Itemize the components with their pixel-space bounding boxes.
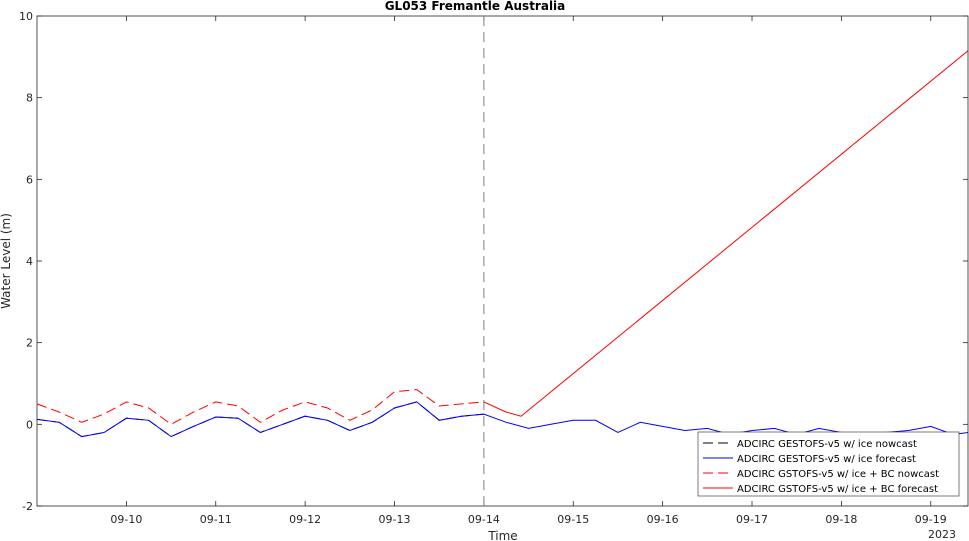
plot-area [36, 15, 969, 507]
year-label: 2023 [928, 528, 956, 541]
x-tick-label: 09-15 [557, 513, 589, 526]
y-tick-label: 6 [26, 173, 33, 186]
legend-box [697, 431, 960, 497]
y-axis-ticks: -2 0 2 4 6 8 10 [19, 10, 968, 513]
legend-label-4: ADCIRC GSTOFS-v5 w/ ice + BC forecast [737, 484, 938, 495]
legend-label-2: ADCIRC GESTOFS-v5 w/ ice forecast [737, 454, 916, 465]
x-tick-label: 09-19 [915, 513, 947, 526]
series-line-2 [36, 401, 969, 438]
x-tick-label: 09-16 [647, 513, 679, 526]
x-tick-label: 09-13 [379, 513, 411, 526]
x-tick-label: 09-18 [825, 513, 857, 526]
legend: ADCIRC GESTOFS-v5 w/ ice nowcast ADCIRC G… [697, 431, 960, 497]
series-layer [36, 50, 969, 438]
x-tick-label: 09-11 [200, 513, 232, 526]
x-tick-label: 09-12 [289, 513, 321, 526]
series-line-3 [36, 389, 484, 425]
y-tick-label: 2 [26, 337, 33, 350]
x-tick-label: 09-14 [468, 513, 500, 526]
x-axis-label: Time [487, 529, 517, 541]
legend-label-3: ADCIRC GSTOFS-v5 w/ ice + BC nowcast [737, 469, 939, 480]
x-tick-label: 09-17 [736, 513, 768, 526]
y-axis-label: Water Level (m) [0, 213, 13, 309]
x-axis-ticks: 09-10 09-11 09-12 09-13 09-14 09-15 09-16 09-17… [110, 16, 947, 526]
series-line-4 [483, 50, 969, 417]
y-tick-label: 0 [26, 418, 33, 431]
chart-title: GL053 Fremantle Australia [385, 0, 566, 13]
y-tick-label: 4 [26, 255, 33, 268]
y-tick-label: 8 [26, 92, 33, 105]
y-tick-label: 10 [19, 10, 33, 23]
y-tick-label: -2 [22, 500, 33, 513]
legend-label-1: ADCIRC GESTOFS-v5 w/ ice nowcast [737, 439, 917, 450]
x-tick-label: 09-10 [110, 513, 142, 526]
